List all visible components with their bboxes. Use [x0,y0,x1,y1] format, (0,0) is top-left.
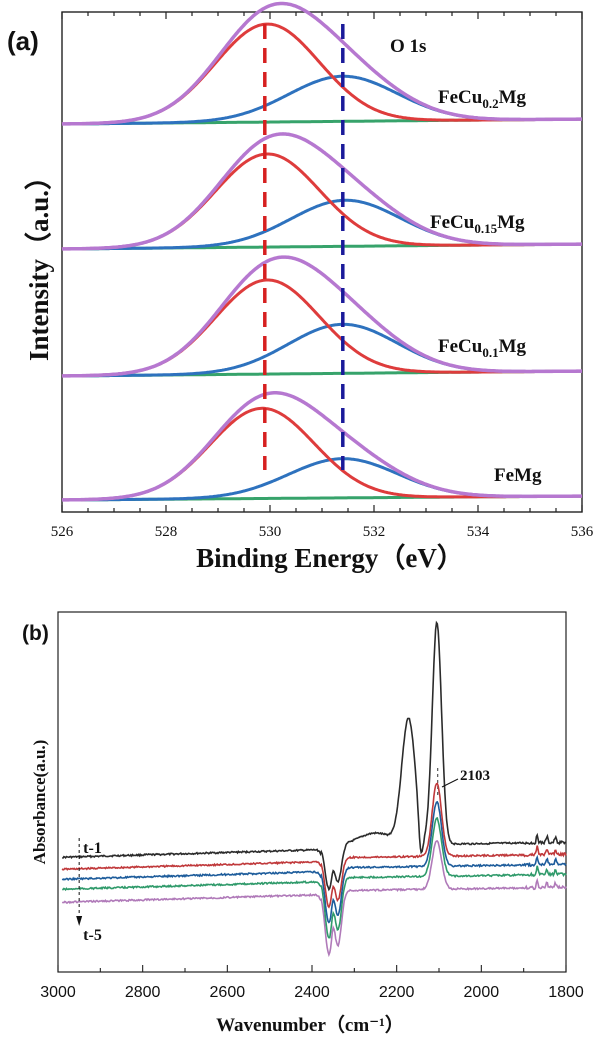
xps-series-label: FeCu0.15Mg [430,212,525,236]
panel-b-tick-label: 2400 [294,984,330,1001]
xps-series-label: FeCu0.2Mg [438,87,527,111]
panel-b-frame [57,611,567,973]
xps-series-label: FeCu0.1Mg [438,336,527,360]
xps-lattice-oxygen-peak [61,22,582,126]
panel-b-label: (b) [22,622,49,645]
xps-series-1 [61,132,582,251]
panel-a-tick-label: 532 [363,524,386,540]
panel-b-tick-label: 3000 [40,984,76,1001]
xps-envelope-fit [61,255,582,378]
xps-lattice-oxygen-peak [62,406,582,502]
panel-a-tick-label: 534 [467,524,490,540]
panel-b-tick-label: 2800 [125,984,161,1001]
panel-b-tick-label: 1800 [548,984,584,1001]
annotation-t5: t-5 [83,927,102,944]
ir-spectrum-t-1 [62,620,567,892]
panel-a: 526 528 530 532 534 536 (a) O 1s FeCu0.2Mg FeC… [7,1,594,573]
panel-a-tick-label: 536 [571,524,594,540]
xps-series-3 [62,391,582,502]
ir-spectrum-t-5 [61,840,567,958]
panel-a-tick-label: 526 [51,524,74,540]
panel-a-ylabel: Intensity（a.u.） [24,163,54,361]
ir-spectrum-t-4 [62,816,567,939]
panel-a-xlabel: Binding Energy（eV） [196,543,464,573]
panel-b-tick-label: 2200 [379,984,415,1001]
panel-b-ylabel: Absorbance(a.u.) [30,740,49,865]
xps-series-label: FeMg [494,465,542,486]
panel-b-xlabel: Wavenumber（cm⁻¹） [216,1013,404,1036]
xps-envelope-fit [61,132,582,251]
xps-series-0 [61,1,582,126]
panel-a-tick-label: 530 [259,524,282,540]
panel-a-tick-label: 528 [155,524,178,540]
annotation-2103-leader [441,778,459,788]
xps-series-2 [61,255,582,378]
ir-spectrum-t-3 [61,800,567,924]
panel-b-tick-label: 2600 [210,984,246,1001]
time-arrow-head [76,916,83,926]
xps-envelope-fit [62,391,582,502]
panel-b: 3000 2800 2600 2400 2200 2000 1800 2103t-1t-5 … [22,611,584,1036]
xps-lattice-oxygen-peak [61,152,582,251]
panel-b-tick-label: 2000 [464,984,500,1001]
panel-a-title: O 1s [390,36,426,57]
panel-a-label: (a) [7,26,39,56]
xps-envelope-fit [61,1,582,126]
annotation-2103: 2103 [460,768,490,784]
ir-spectrum-t-2 [61,782,567,909]
annotation-t1: t-1 [83,840,102,857]
